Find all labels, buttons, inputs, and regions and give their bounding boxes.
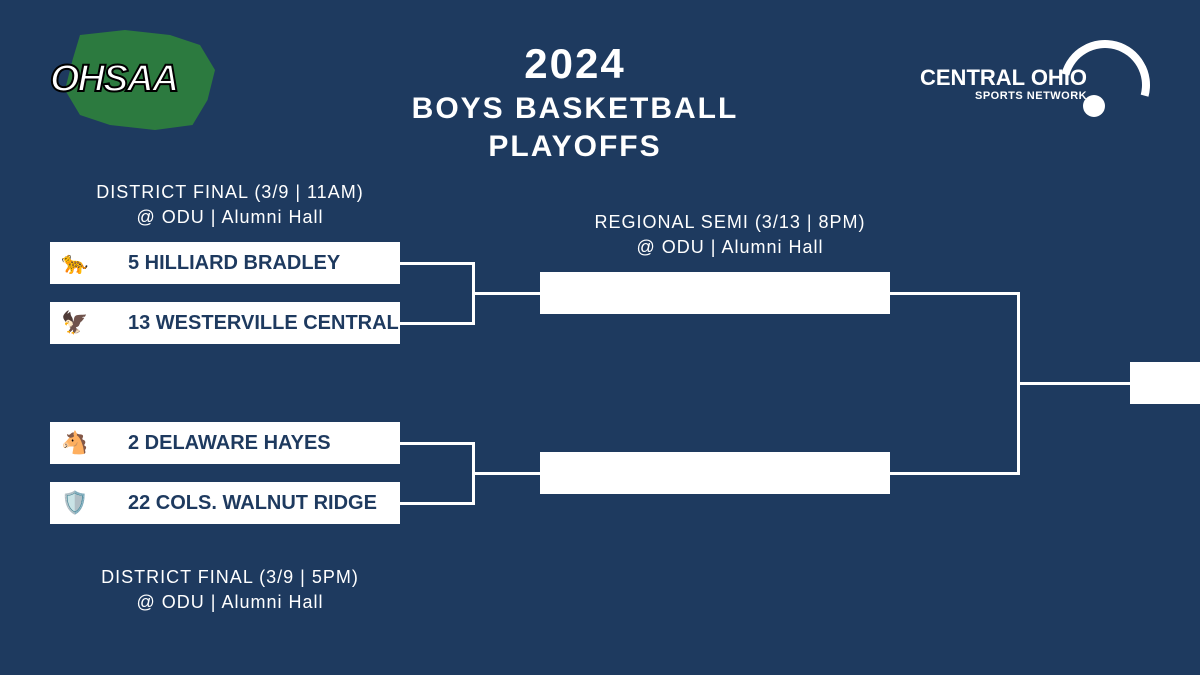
bracket-line	[472, 292, 540, 295]
bracket-line	[1017, 382, 1130, 385]
regional-semi-label: REGIONAL SEMI (3/13 | 8PM) @ ODU | Alumn…	[540, 210, 920, 260]
bracket-line	[400, 322, 475, 325]
bracket-line	[400, 502, 475, 505]
team-name: 13 WESTERVILLE CENTRAL	[100, 312, 400, 335]
semi-winner-box-2	[540, 452, 890, 494]
bracket-line	[472, 472, 540, 475]
bracket-line	[400, 262, 475, 265]
title-block: 2024 BOYS BASKETBALL PLAYOFFS	[230, 30, 920, 164]
rs-line1: REGIONAL SEMI (3/13 | 8PM)	[594, 212, 865, 232]
team-logo-icon: 🦅	[50, 302, 100, 344]
semi-winner-box-1	[540, 272, 890, 314]
cosn-logo: CENTRAL OHIO SPORTS NETWORK	[920, 30, 1150, 140]
team-name: 22 COLS. WALNUT RIDGE	[100, 492, 400, 515]
team-logo-icon: 🐆	[50, 242, 100, 284]
team-logo-icon: 🛡️	[50, 482, 100, 524]
df-bot-line2: @ ODU | Alumni Hall	[137, 592, 324, 612]
ohsaa-logo-text: OHSAA	[50, 58, 177, 101]
district-final-top-label: DISTRICT FINAL (3/9 | 11AM) @ ODU | Alum…	[50, 180, 410, 230]
header: OHSAA 2024 BOYS BASKETBALL PLAYOFFS CENT…	[0, 0, 1200, 174]
df-top-line1: DISTRICT FINAL (3/9 | 11AM)	[96, 182, 363, 202]
team-box-4: 🛡️ 22 COLS. WALNUT RIDGE	[50, 482, 400, 524]
bracket-line	[890, 292, 1020, 295]
team-logo-icon: 🐴	[50, 422, 100, 464]
title-line2: PLAYOFFS	[230, 130, 920, 164]
bracket-line	[890, 472, 1020, 475]
team-box-3: 🐴 2 DELAWARE HAYES	[50, 422, 400, 464]
district-final-bottom-label: DISTRICT FINAL (3/9 | 5PM) @ ODU | Alumn…	[50, 565, 410, 615]
team-name: 5 HILLIARD BRADLEY	[100, 252, 400, 275]
bracket-line	[400, 442, 475, 445]
df-top-line2: @ ODU | Alumni Hall	[137, 207, 324, 227]
rs-line2: @ ODU | Alumni Hall	[637, 237, 824, 257]
ohsaa-logo: OHSAA	[50, 30, 230, 130]
cosn-line2: SPORTS NETWORK	[975, 90, 1087, 102]
df-bot-line1: DISTRICT FINAL (3/9 | 5PM)	[101, 567, 359, 587]
title-year: 2024	[230, 40, 920, 88]
team-name: 2 DELAWARE HAYES	[100, 432, 400, 455]
team-box-2: 🦅 13 WESTERVILLE CENTRAL	[50, 302, 400, 344]
title-line1: BOYS BASKETBALL	[230, 92, 920, 126]
final-winner-box	[1130, 362, 1200, 404]
bracket-area: DISTRICT FINAL (3/9 | 11AM) @ ODU | Alum…	[50, 180, 1200, 675]
team-box-1: 🐆 5 HILLIARD BRADLEY	[50, 242, 400, 284]
cosn-line1: CENTRAL OHIO	[920, 65, 1087, 91]
